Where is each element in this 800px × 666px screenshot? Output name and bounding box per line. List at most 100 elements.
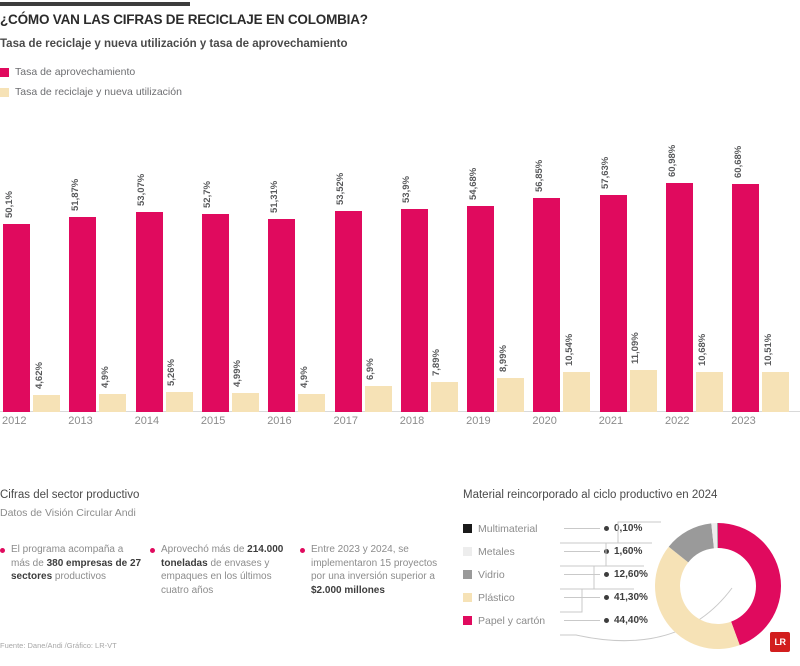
bar-value-label: 54,68%	[467, 168, 479, 201]
leader-line	[564, 620, 600, 621]
bar: 53,9%	[400, 176, 428, 412]
bar: 11,09%	[629, 333, 657, 412]
donut-title: Material reincorporado al ciclo producti…	[463, 489, 718, 501]
bar-group: 53,07% 5,26%	[135, 120, 201, 412]
header-rule	[0, 2, 190, 6]
donut-legend-label: Vidrio	[478, 568, 505, 581]
bar-value-label: 53,07%	[136, 174, 148, 207]
sector-title: Cifras del sector productivo	[0, 489, 140, 501]
bar-value-label: 4,62%	[33, 361, 45, 389]
bar: 52,7%	[201, 181, 229, 412]
donut-legend-value: 41,30%	[614, 592, 648, 603]
bar: 60,68%	[732, 146, 760, 412]
bar-group: 57,63% 11,09%	[599, 120, 665, 412]
leader-dot-icon	[604, 618, 609, 623]
donut-legend: Multimaterial 0,10% Metales 1,60% Vidrio 12,6…	[463, 517, 648, 632]
donut-legend-label: Multimaterial	[478, 522, 538, 535]
bullet-text: Entre 2023 y 2024, se implementaron 15 p…	[311, 544, 438, 596]
bar: 8,99%	[497, 345, 525, 412]
bullet-text: El programa acompaña a más de 380 empres…	[11, 544, 142, 582]
bar-group: 60,68% 10,51%	[731, 120, 797, 412]
bullet-dot-icon	[0, 548, 5, 553]
bar-value-label: 10,54%	[563, 334, 575, 367]
bar-value-label: 52,7%	[202, 180, 214, 208]
bar-value-label: 4,9%	[99, 365, 111, 388]
x-axis-tick-label: 2022	[665, 415, 690, 427]
legend-swatch-icon	[0, 87, 9, 97]
bar: 5,26%	[165, 359, 193, 412]
bar: 4,99%	[231, 360, 259, 412]
sector-bullet-list: El programa acompaña a más de 380 empres…	[0, 543, 450, 597]
bar: 6,9%	[364, 358, 392, 412]
leader-line	[564, 597, 600, 598]
bar-group: 54,68% 8,99%	[466, 120, 532, 412]
x-axis-tick-label: 2018	[399, 415, 425, 427]
bar-value-label: 10,68%	[696, 333, 708, 366]
bar: 53,07%	[135, 174, 163, 412]
bar: 10,68%	[696, 334, 723, 412]
donut-legend-label: Metales	[478, 545, 515, 558]
bar-value-label: 4,9%	[298, 365, 310, 388]
bar: 50,1%	[3, 191, 30, 412]
donut-legend-swatch-icon	[463, 616, 472, 625]
x-axis-tick-label: 2014	[134, 415, 160, 427]
donut-slice	[655, 546, 740, 649]
bar-group: 51,31% 4,9%	[267, 120, 333, 412]
donut-legend-value: 12,60%	[614, 569, 648, 580]
bullet-text: Aprovechó más de 214.000 toneladas de en…	[161, 544, 284, 596]
legend-swatch-icon	[0, 67, 9, 77]
bar-group: 50,1% 4,62%	[2, 120, 68, 412]
donut-slice	[718, 523, 781, 646]
donut-legend-item: Papel y cartón 44,40%	[463, 609, 648, 632]
bar-value-label: 8,99%	[497, 345, 509, 373]
bar-value-label: 51,87%	[69, 178, 81, 211]
bar-group: 53,9% 7,89%	[400, 120, 466, 412]
bar: 7,89%	[430, 349, 458, 412]
bar-group: 56,85% 10,54%	[532, 120, 598, 412]
chart-legend: Tasa de aprovechamiento Tasa de reciclaje…	[0, 62, 182, 102]
source-note: Fuente: Dane/Andi /Gráfico: LR-VT	[0, 641, 117, 650]
x-axis-tick-label: 2015	[200, 415, 226, 427]
bar-value-label: 10,51%	[762, 334, 774, 367]
page-title: ¿CÓMO VAN LAS CIFRAS DE RECICLAJE EN COL…	[0, 12, 368, 27]
bar-value-label: 7,89%	[431, 349, 443, 377]
donut-legend-value: 1,60%	[614, 546, 643, 557]
x-axis-tick-label: 2016	[267, 415, 292, 427]
leader-dot-icon	[604, 595, 609, 600]
lr-logo: LR	[770, 632, 790, 652]
bar: 56,85%	[533, 160, 561, 412]
donut-legend-item: Plástico 41,30%	[463, 586, 648, 609]
bar: 4,62%	[33, 362, 60, 412]
x-axis-tick-label: 2021	[598, 415, 624, 427]
bar-value-label: 6,9%	[365, 358, 376, 381]
legend-label: Tasa de reciclaje y nueva utilización	[15, 86, 182, 98]
donut-legend-swatch-icon	[463, 593, 472, 602]
bar-value-label: 57,63%	[600, 157, 612, 190]
x-axis-tick-label: 2017	[333, 415, 358, 427]
bar-value-label: 56,85%	[533, 160, 545, 193]
bar-group: 60,98% 10,68%	[665, 120, 731, 412]
donut-legend-value: 0,10%	[614, 523, 643, 534]
sector-bullet: Entre 2023 y 2024, se implementaron 15 p…	[300, 543, 450, 597]
bar: 10,51%	[762, 334, 790, 412]
donut-legend-label: Papel y cartón	[478, 614, 546, 627]
donut-legend-swatch-icon	[463, 524, 472, 533]
bar: 4,9%	[99, 366, 127, 412]
leader-dot-icon	[604, 526, 609, 531]
x-axis-tick-label: 2020	[532, 415, 557, 427]
bar: 4,9%	[298, 366, 326, 412]
bar: 60,98%	[666, 144, 693, 412]
x-axis-tick-label: 2013	[68, 415, 93, 427]
bar-value-label: 5,26%	[166, 359, 178, 387]
donut-legend-value: 44,40%	[614, 615, 648, 626]
donut-legend-item: Metales 1,60%	[463, 540, 648, 563]
bar: 54,68%	[467, 168, 495, 412]
bar-group: 53,52% 6,9%	[334, 120, 400, 412]
leader-line	[564, 528, 600, 529]
x-axis-line	[0, 411, 800, 412]
bar: 10,54%	[563, 334, 591, 412]
leader-dot-icon	[604, 549, 609, 554]
legend-item: Tasa de reciclaje y nueva utilización	[0, 82, 182, 102]
bar-value-label: 11,09%	[630, 332, 642, 365]
